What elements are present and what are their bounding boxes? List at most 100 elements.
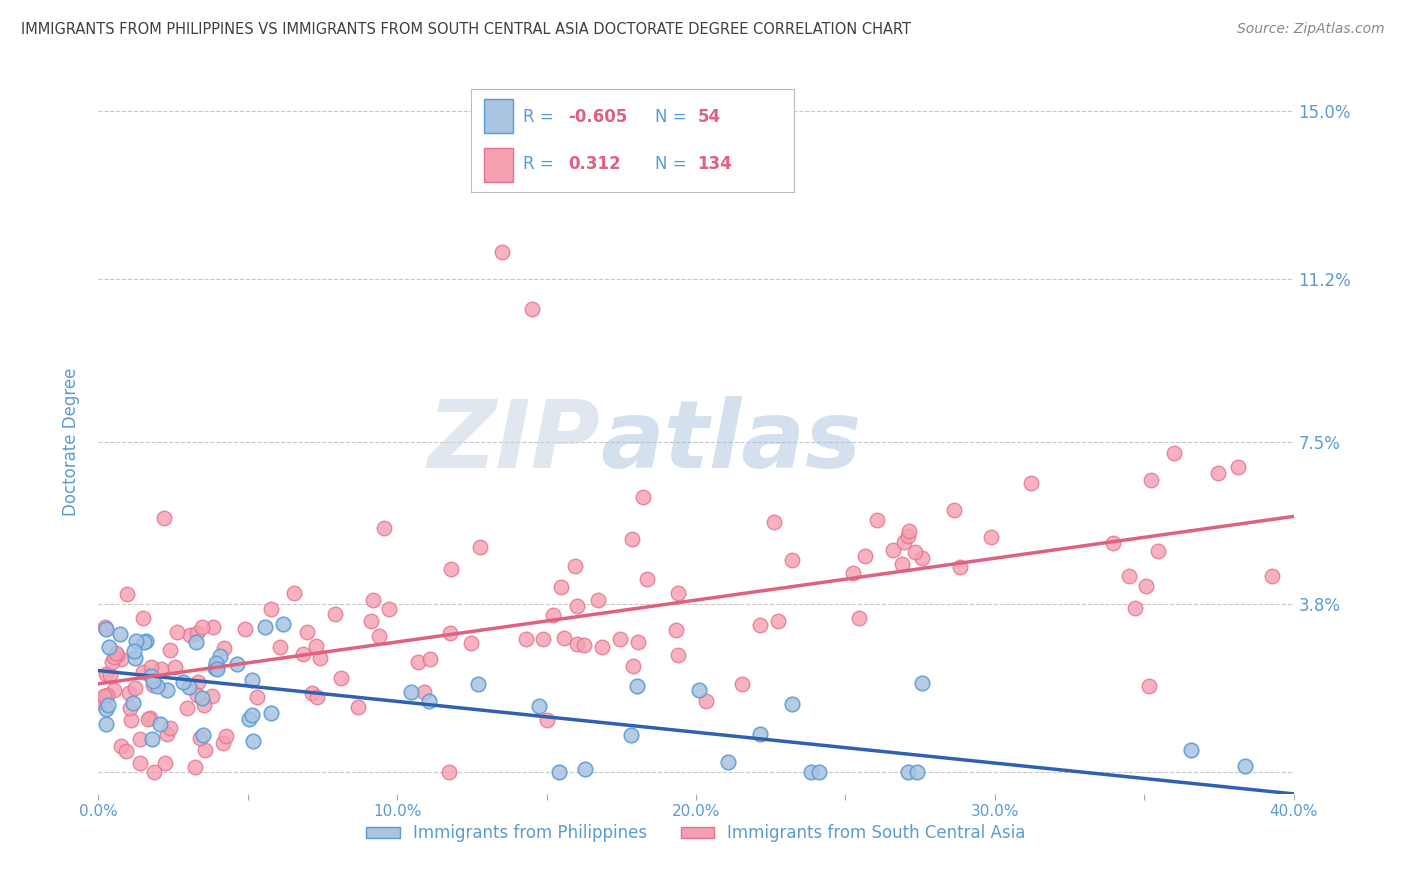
Point — [240, 673, 263, 687]
Point — [139, 659, 162, 673]
Point — [242, 734, 264, 748]
Point — [748, 726, 770, 740]
Point — [142, 678, 165, 692]
Point — [1206, 467, 1229, 481]
Text: IMMIGRANTS FROM PHILIPPINES VS IMMIGRANTS FROM SOUTH CENTRAL ASIA DOCTORATE DEGR: IMMIGRANTS FROM PHILIPPINES VS IMMIGRANT… — [21, 22, 911, 37]
Point — [305, 639, 328, 653]
Point — [191, 729, 214, 743]
Point — [212, 640, 235, 655]
Point — [186, 688, 208, 702]
Point — [373, 521, 395, 535]
Point — [240, 708, 263, 723]
Point — [943, 502, 966, 516]
Y-axis label: Doctorate Degree: Doctorate Degree — [62, 368, 80, 516]
Point — [115, 744, 138, 758]
Point — [323, 607, 346, 621]
Point — [367, 629, 389, 643]
Point — [636, 572, 658, 586]
Point — [145, 680, 167, 694]
Point — [283, 586, 305, 600]
Point — [627, 634, 650, 648]
Point — [1261, 568, 1284, 582]
Point — [911, 676, 934, 690]
Text: N =: N = — [655, 155, 688, 173]
Point — [1118, 569, 1140, 583]
Point — [141, 732, 163, 747]
Point — [666, 648, 689, 662]
Point — [1140, 473, 1163, 487]
Point — [1135, 579, 1157, 593]
Point — [238, 712, 260, 726]
Point — [565, 637, 588, 651]
Point — [1163, 446, 1185, 460]
Point — [122, 644, 145, 658]
Point — [905, 764, 928, 779]
Point — [1137, 680, 1160, 694]
Point — [377, 602, 399, 616]
Point — [132, 634, 155, 648]
Point — [122, 696, 145, 710]
Point — [541, 607, 564, 622]
Point — [904, 545, 927, 559]
Point — [141, 668, 163, 682]
Point — [179, 628, 201, 642]
Point — [626, 679, 648, 693]
Point — [591, 640, 613, 654]
Point — [467, 677, 489, 691]
Point — [515, 632, 537, 647]
Point — [688, 682, 710, 697]
Point — [330, 672, 353, 686]
Point — [418, 652, 440, 666]
Point — [202, 620, 225, 634]
Point — [361, 593, 384, 607]
Point — [166, 625, 188, 640]
Point — [91, 695, 114, 709]
Text: R =: R = — [523, 108, 554, 126]
Point — [347, 699, 370, 714]
Point — [716, 755, 738, 769]
Point — [159, 643, 181, 657]
Point — [105, 646, 128, 660]
Point — [103, 649, 125, 664]
Text: 0.312: 0.312 — [568, 155, 620, 173]
Point — [108, 626, 131, 640]
Point — [412, 685, 434, 699]
Point — [470, 540, 492, 554]
Point — [1233, 759, 1256, 773]
Point — [194, 743, 217, 757]
Point — [848, 611, 870, 625]
Point — [211, 736, 233, 750]
Point — [132, 610, 155, 624]
Point — [669, 126, 692, 140]
Point — [574, 762, 596, 776]
Point — [800, 764, 823, 779]
Point — [186, 635, 208, 649]
Point — [149, 716, 172, 731]
Point — [142, 764, 165, 779]
Point — [980, 529, 1002, 543]
Point — [96, 667, 118, 681]
Point — [191, 620, 214, 634]
Point — [118, 686, 141, 700]
Point — [204, 661, 226, 675]
Text: Source: ZipAtlas.com: Source: ZipAtlas.com — [1237, 22, 1385, 37]
Point — [205, 662, 228, 676]
Point — [120, 713, 142, 727]
Point — [107, 648, 129, 662]
Bar — [484, 148, 513, 181]
Point — [131, 665, 153, 679]
Point — [142, 673, 165, 688]
Point — [301, 686, 323, 700]
Point — [118, 700, 141, 714]
Text: 134: 134 — [697, 155, 733, 173]
Point — [295, 625, 318, 640]
Point — [399, 685, 422, 699]
Point — [176, 701, 198, 715]
Point — [93, 620, 115, 634]
Point — [574, 638, 596, 652]
Point — [1180, 743, 1202, 757]
Point — [520, 302, 543, 317]
Point — [631, 491, 654, 505]
Point — [882, 542, 904, 557]
Point — [460, 635, 482, 649]
